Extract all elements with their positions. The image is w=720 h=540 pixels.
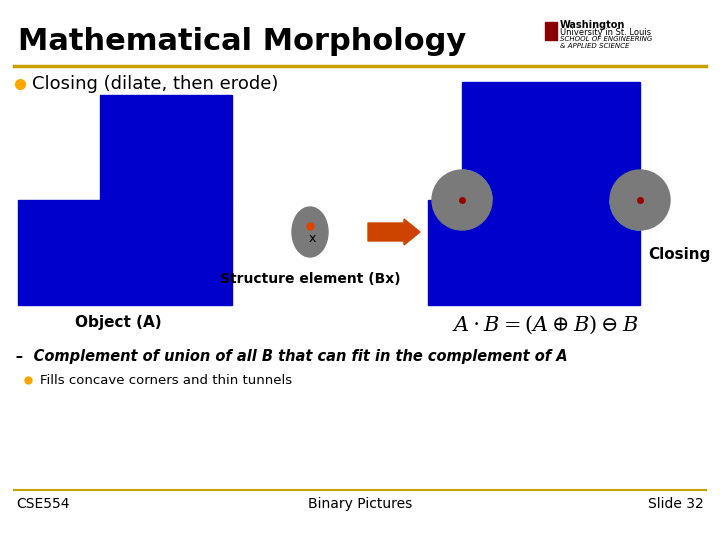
Bar bbox=[18, 200, 232, 305]
Text: Closing: Closing bbox=[648, 247, 711, 262]
Text: Slide 32: Slide 32 bbox=[648, 497, 704, 511]
Text: Structure element (Bx): Structure element (Bx) bbox=[220, 272, 400, 286]
Text: $A \cdot B = (A \oplus B) \ominus B$: $A \cdot B = (A \oplus B) \ominus B$ bbox=[451, 314, 638, 336]
Ellipse shape bbox=[292, 207, 328, 257]
Wedge shape bbox=[462, 170, 492, 200]
Bar bbox=[428, 200, 640, 305]
Circle shape bbox=[610, 170, 670, 230]
Wedge shape bbox=[610, 200, 640, 230]
Text: Fills concave corners and thin tunnels: Fills concave corners and thin tunnels bbox=[40, 374, 292, 387]
Text: –  Complement of union of all B that can fit in the complement of A: – Complement of union of all B that can … bbox=[16, 349, 567, 364]
FancyArrow shape bbox=[368, 219, 420, 245]
Bar bbox=[545, 22, 557, 40]
Circle shape bbox=[432, 170, 492, 230]
Text: x: x bbox=[308, 233, 315, 246]
Text: SCHOOL OF ENGINEERING: SCHOOL OF ENGINEERING bbox=[560, 36, 652, 42]
Text: Closing (dilate, then erode): Closing (dilate, then erode) bbox=[32, 75, 279, 93]
Text: & APPLIED SCIENCE: & APPLIED SCIENCE bbox=[560, 43, 629, 49]
Text: Object (A): Object (A) bbox=[75, 315, 161, 330]
Text: Binary Pictures: Binary Pictures bbox=[308, 497, 412, 511]
Text: Washington: Washington bbox=[560, 20, 626, 30]
Bar bbox=[100, 95, 232, 200]
Text: CSE554: CSE554 bbox=[16, 497, 70, 511]
Bar bbox=[462, 82, 640, 200]
Text: University in St. Louis: University in St. Louis bbox=[560, 28, 651, 37]
Text: Mathematical Morphology: Mathematical Morphology bbox=[18, 28, 467, 57]
